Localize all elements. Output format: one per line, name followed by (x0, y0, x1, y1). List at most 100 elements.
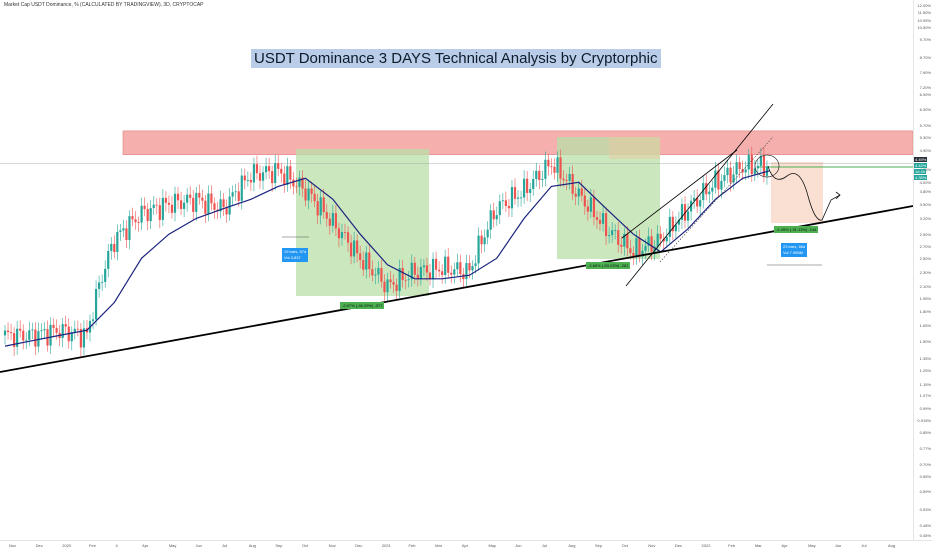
candle-body (471, 266, 474, 271)
time-tick: Apr (781, 543, 788, 548)
candle-body (422, 265, 426, 268)
candle-body (483, 237, 486, 245)
time-tick: Sep (595, 543, 603, 548)
price-axis[interactable]: 12.00% 11.50% 10.95% 10.50% 9.70% 8.70% 7.90% 7… (913, 0, 932, 540)
candle-body (523, 178, 526, 198)
price-tag: 4.35% (914, 175, 928, 180)
candle-body (155, 204, 158, 206)
candle-body (40, 330, 43, 332)
candle-body (656, 233, 659, 247)
candle-body (143, 205, 146, 210)
chart-title: USDT Dominance 3 DAYS Technical Analysis… (251, 49, 661, 68)
candle-body (234, 191, 237, 193)
plot-area[interactable] (0, 0, 913, 540)
price-tick: 0.77% (919, 446, 931, 452)
candle-body (492, 210, 495, 220)
time-tick: Sep (275, 543, 283, 548)
price-tag: 4.49% (914, 157, 928, 162)
time-tick: Jun (515, 543, 522, 548)
candle-body (604, 213, 608, 237)
candle-body (61, 324, 64, 339)
time-tick: 2020 (62, 543, 72, 548)
price-tick: 2.30% (919, 269, 931, 275)
candle-body (729, 167, 732, 183)
candle-body (301, 177, 304, 189)
candle-body (9, 332, 13, 334)
candle-body (689, 200, 693, 212)
candle-body (598, 219, 602, 224)
measure-label-2: -2.80% (-53.23%) -281 (586, 262, 631, 269)
candle-body (696, 197, 699, 207)
candle-body (453, 269, 456, 275)
candle-body (134, 219, 137, 223)
candle-body (474, 263, 477, 267)
candle-body (629, 248, 632, 253)
candle-body (307, 188, 310, 201)
price-tag: 4.42% (914, 163, 928, 168)
time-tick: Feb (88, 543, 96, 548)
candle-body (559, 157, 562, 179)
candle-body (225, 207, 228, 215)
candle-body (137, 222, 140, 224)
candle-body (6, 330, 10, 333)
candle-body (3, 330, 7, 336)
candle-body (444, 256, 447, 275)
time-tick: Nov (648, 543, 656, 548)
breakdown-circle (754, 154, 780, 178)
price-tick: 0.915% (917, 418, 931, 424)
time-tick: 2022 (701, 543, 711, 548)
candle-body (98, 282, 101, 289)
candle-body (632, 252, 635, 257)
time-axis[interactable]: Nov Dec 2020 Feb 4 Apr May Jun Jul Aug Sep Oct Nov De… (0, 540, 932, 551)
candle-body (516, 197, 520, 199)
candle-body (161, 197, 164, 220)
candle-body (595, 217, 599, 220)
candle-body (313, 193, 316, 202)
candle-body (532, 178, 535, 189)
candle-body (107, 250, 110, 269)
candle-body (723, 175, 726, 181)
candle-body (70, 332, 73, 342)
candle-body (119, 230, 122, 232)
candle-body (568, 173, 571, 182)
candle-body (22, 330, 25, 341)
candle-body (732, 174, 735, 183)
candle-body (204, 200, 207, 214)
candle-body (195, 192, 198, 212)
candle-body (258, 173, 262, 181)
candle-body (28, 330, 31, 340)
time-tick: Dec (35, 543, 43, 548)
candle-body (82, 328, 86, 348)
candle-body (553, 166, 556, 173)
candle-body (298, 177, 301, 187)
price-tick: 1.65% (919, 323, 931, 329)
time-tick: Aug (888, 543, 896, 548)
candle-body (601, 213, 605, 224)
candle-body (110, 243, 113, 251)
candle-body (592, 197, 596, 218)
candle-body (708, 191, 711, 195)
time-tick: Jul (861, 543, 867, 548)
candle-body (49, 324, 52, 346)
candle-body (362, 260, 365, 270)
candle-body (410, 262, 413, 280)
price-tick: 0.48% (919, 522, 931, 528)
candle-body (699, 200, 702, 207)
price-tick: 5.30% (919, 134, 931, 140)
overlap-zone (609, 137, 660, 159)
price-tick: 0.99% (919, 405, 931, 411)
candle-body (753, 168, 756, 175)
candle-body (744, 169, 747, 173)
candle-body (762, 155, 766, 176)
candle-body (450, 272, 453, 275)
price-tick: 4.90% (919, 147, 931, 153)
candle-body (519, 197, 523, 199)
candle-body (337, 228, 341, 239)
candle-body (283, 173, 286, 185)
candle-body (31, 329, 34, 331)
time-tick: Apr (461, 543, 469, 548)
range-label-1: 19 bars, 57d Vol 3.837 (282, 248, 309, 262)
candle-body (653, 246, 656, 252)
candle-body (43, 329, 46, 331)
candle-body (538, 170, 541, 180)
